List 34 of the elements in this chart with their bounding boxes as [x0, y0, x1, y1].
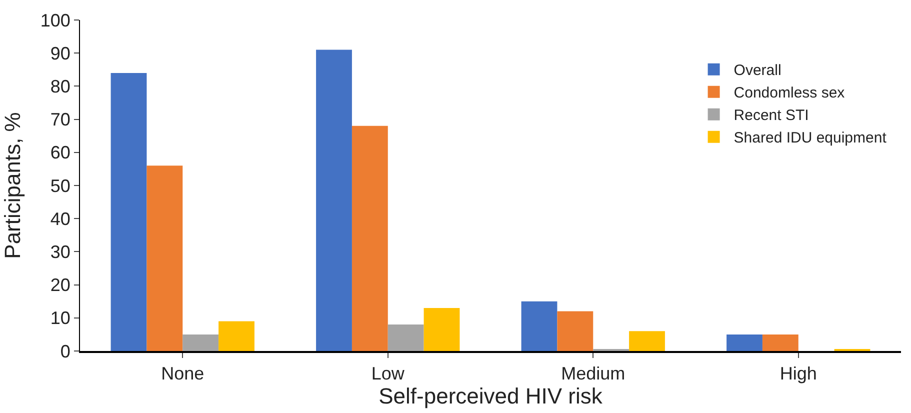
bar	[521, 301, 558, 351]
bar	[182, 334, 219, 351]
bar	[146, 166, 183, 351]
y-tick-label: 30	[50, 242, 70, 262]
y-tick-label: 40	[50, 208, 70, 229]
bar	[388, 324, 424, 351]
y-tick-label: 80	[50, 76, 70, 96]
bar	[352, 126, 388, 351]
legend-label: Recent STI	[734, 107, 809, 124]
y-tick-label: 100	[40, 10, 70, 30]
bar	[726, 334, 762, 351]
bar	[762, 334, 798, 351]
legend-label: Shared IDU equipment	[734, 130, 888, 147]
bar	[316, 50, 352, 351]
x-tick-label: None	[161, 364, 204, 384]
legend-label: Condomless sex	[734, 84, 846, 102]
bar	[424, 308, 460, 351]
y-tick-label: 70	[50, 110, 70, 130]
x-tick-label: High	[780, 364, 817, 384]
y-tick-label: 20	[50, 275, 70, 296]
bar	[629, 331, 665, 351]
y-tick-label: 0	[60, 341, 70, 362]
y-tick-label: 60	[50, 142, 70, 163]
x-tick-label: Medium	[561, 364, 626, 384]
bar	[218, 321, 254, 351]
y-axis-title: Participants, %	[0, 112, 25, 259]
y-tick-label: 10	[50, 308, 70, 328]
x-axis-title: Self-perceived HIV risk	[378, 384, 604, 409]
y-tick-label: 50	[50, 176, 70, 196]
legend-label: Overall	[734, 62, 782, 80]
bar	[557, 311, 594, 351]
bar	[110, 72, 147, 351]
x-tick-label: Low	[371, 364, 406, 384]
y-tick-label: 90	[50, 43, 70, 64]
